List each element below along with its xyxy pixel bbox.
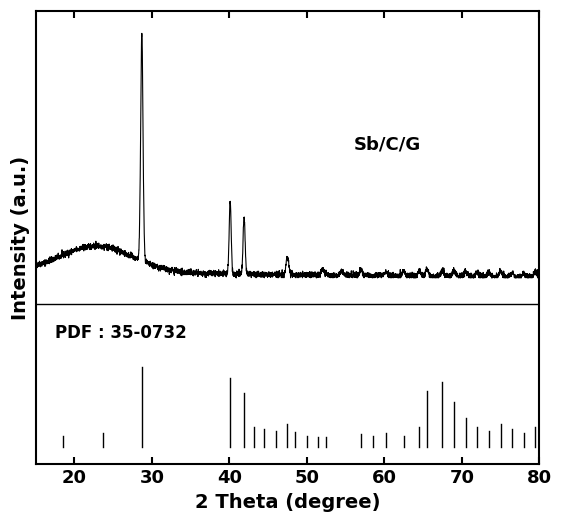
Y-axis label: Intensity (a.u.): Intensity (a.u.) [11, 156, 30, 320]
X-axis label: 2 Theta (degree): 2 Theta (degree) [195, 493, 380, 512]
Text: Sb/C/G: Sb/C/G [354, 135, 421, 153]
Text: PDF : 35-0732: PDF : 35-0732 [55, 324, 187, 343]
